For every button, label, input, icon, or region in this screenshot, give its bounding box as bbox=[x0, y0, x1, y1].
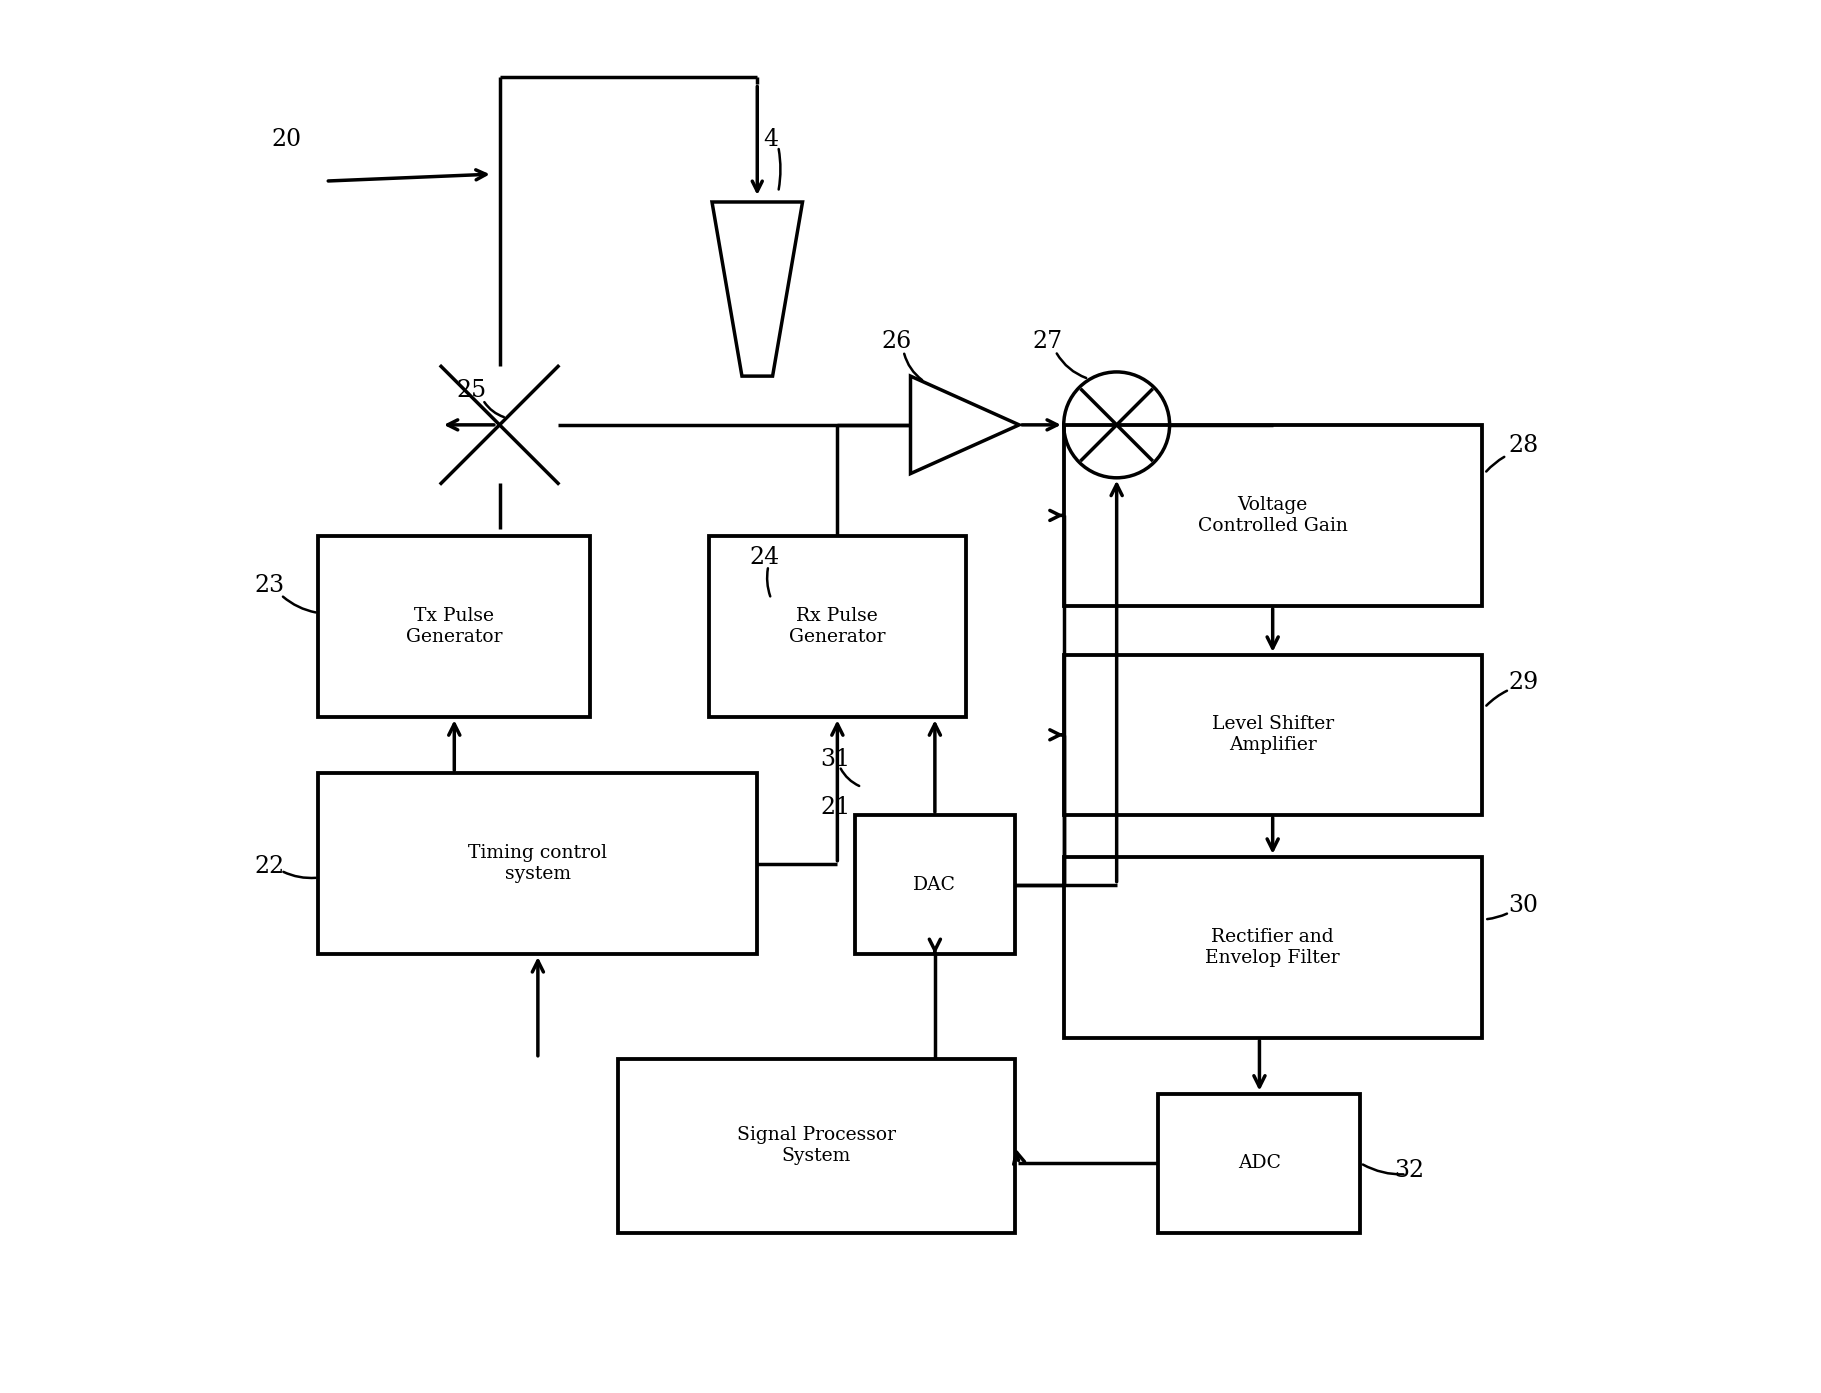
Bar bbox=[319, 773, 758, 954]
Text: DAC: DAC bbox=[914, 876, 956, 893]
Text: Timing control
system: Timing control system bbox=[468, 844, 608, 883]
Text: Voltage
Controlled Gain: Voltage Controlled Gain bbox=[1198, 496, 1348, 535]
Text: ADC: ADC bbox=[1238, 1155, 1280, 1172]
Bar bbox=[1063, 425, 1482, 606]
Text: Tx Pulse
Generator: Tx Pulse Generator bbox=[406, 607, 503, 646]
Bar bbox=[617, 1059, 1014, 1233]
Text: Rx Pulse
Generator: Rx Pulse Generator bbox=[788, 607, 885, 646]
Text: 4: 4 bbox=[763, 128, 779, 150]
Bar bbox=[1063, 655, 1482, 815]
Text: Signal Processor
System: Signal Processor System bbox=[738, 1127, 896, 1165]
Bar bbox=[1158, 1094, 1360, 1233]
Text: 26: 26 bbox=[881, 330, 912, 352]
Text: 25: 25 bbox=[457, 379, 486, 401]
Text: 22: 22 bbox=[255, 855, 284, 878]
Bar bbox=[1063, 857, 1482, 1038]
Text: Rectifier and
Envelop Filter: Rectifier and Envelop Filter bbox=[1206, 928, 1340, 967]
Text: 21: 21 bbox=[819, 797, 850, 819]
Bar bbox=[854, 815, 1014, 954]
Text: 27: 27 bbox=[1033, 330, 1062, 352]
Text: 24: 24 bbox=[748, 546, 779, 568]
Bar bbox=[708, 536, 967, 717]
Text: 31: 31 bbox=[819, 748, 850, 770]
Text: 29: 29 bbox=[1508, 671, 1539, 694]
Text: Level Shifter
Amplifier: Level Shifter Amplifier bbox=[1211, 716, 1333, 754]
Text: 20: 20 bbox=[271, 128, 302, 150]
Text: 28: 28 bbox=[1508, 435, 1539, 457]
Text: 30: 30 bbox=[1508, 894, 1539, 917]
Text: 32: 32 bbox=[1395, 1159, 1424, 1181]
Text: 23: 23 bbox=[255, 574, 284, 596]
Bar bbox=[319, 536, 590, 717]
